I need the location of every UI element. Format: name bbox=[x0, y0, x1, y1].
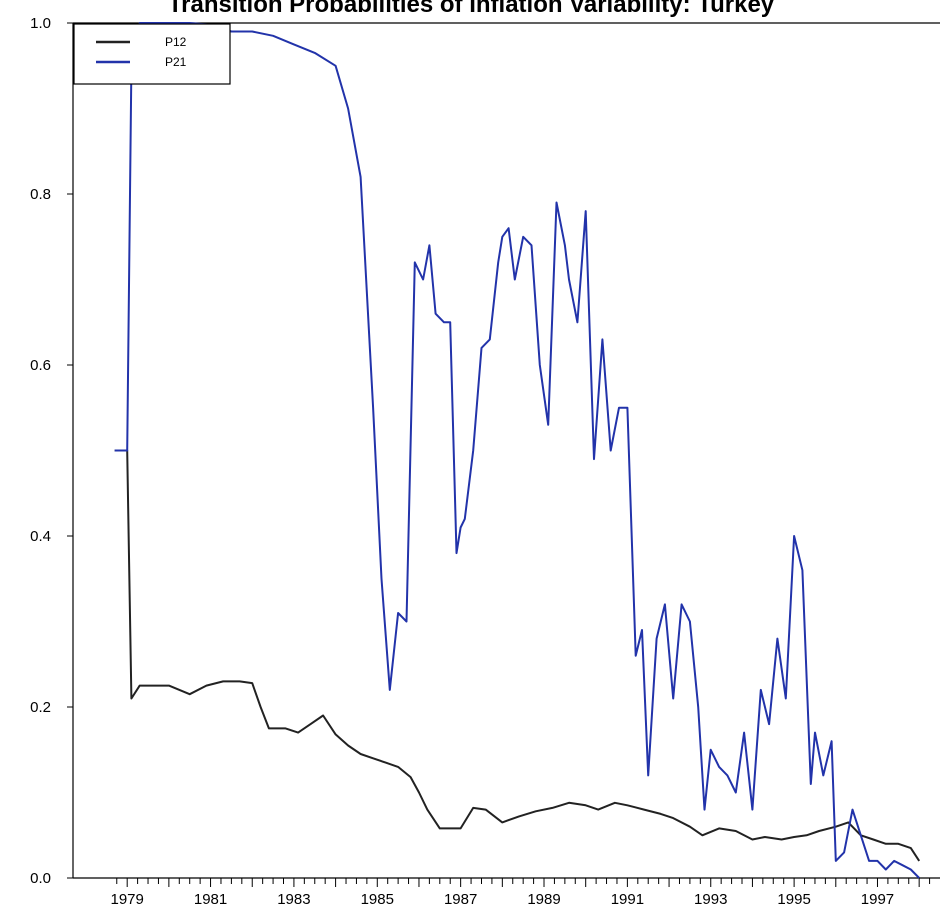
x-tick-label: 1979 bbox=[111, 891, 144, 908]
y-tick-label: 1.0 bbox=[30, 15, 51, 32]
legend-label-p12: P12 bbox=[165, 35, 187, 49]
series-line-p12 bbox=[114, 449, 921, 862]
x-tick-label: 1991 bbox=[611, 891, 644, 908]
y-tick-label: 0.2 bbox=[30, 699, 51, 716]
x-tick-label: 1983 bbox=[277, 891, 310, 908]
y-tick-label: 0.4 bbox=[30, 528, 51, 545]
y-tick-label: 0.8 bbox=[30, 186, 51, 203]
x-tick-label: 1989 bbox=[527, 891, 560, 908]
legend-box bbox=[73, 23, 231, 85]
x-tick-label: 1985 bbox=[361, 891, 394, 908]
x-tick-label: 1995 bbox=[777, 891, 810, 908]
x-tick-label: 1987 bbox=[444, 891, 477, 908]
y-tick-label: 0.0 bbox=[30, 870, 51, 887]
axes: 0.0 0.2 0.4 0.6 0.8 1.0 1979 1981 1983 1985 1987 19… bbox=[30, 15, 940, 908]
x-tick-label: 1993 bbox=[694, 891, 727, 908]
y-tick-label: 0.6 bbox=[30, 357, 51, 374]
x-tick-label: 1981 bbox=[194, 891, 227, 908]
legend-label-p21: P21 bbox=[165, 55, 187, 69]
series-layer bbox=[114, 22, 921, 879]
series-line-p21 bbox=[114, 22, 920, 879]
x-tick-label: 1997 bbox=[861, 891, 894, 908]
chart-title: Transition Probabilities of Inflation Va… bbox=[168, 0, 775, 18]
